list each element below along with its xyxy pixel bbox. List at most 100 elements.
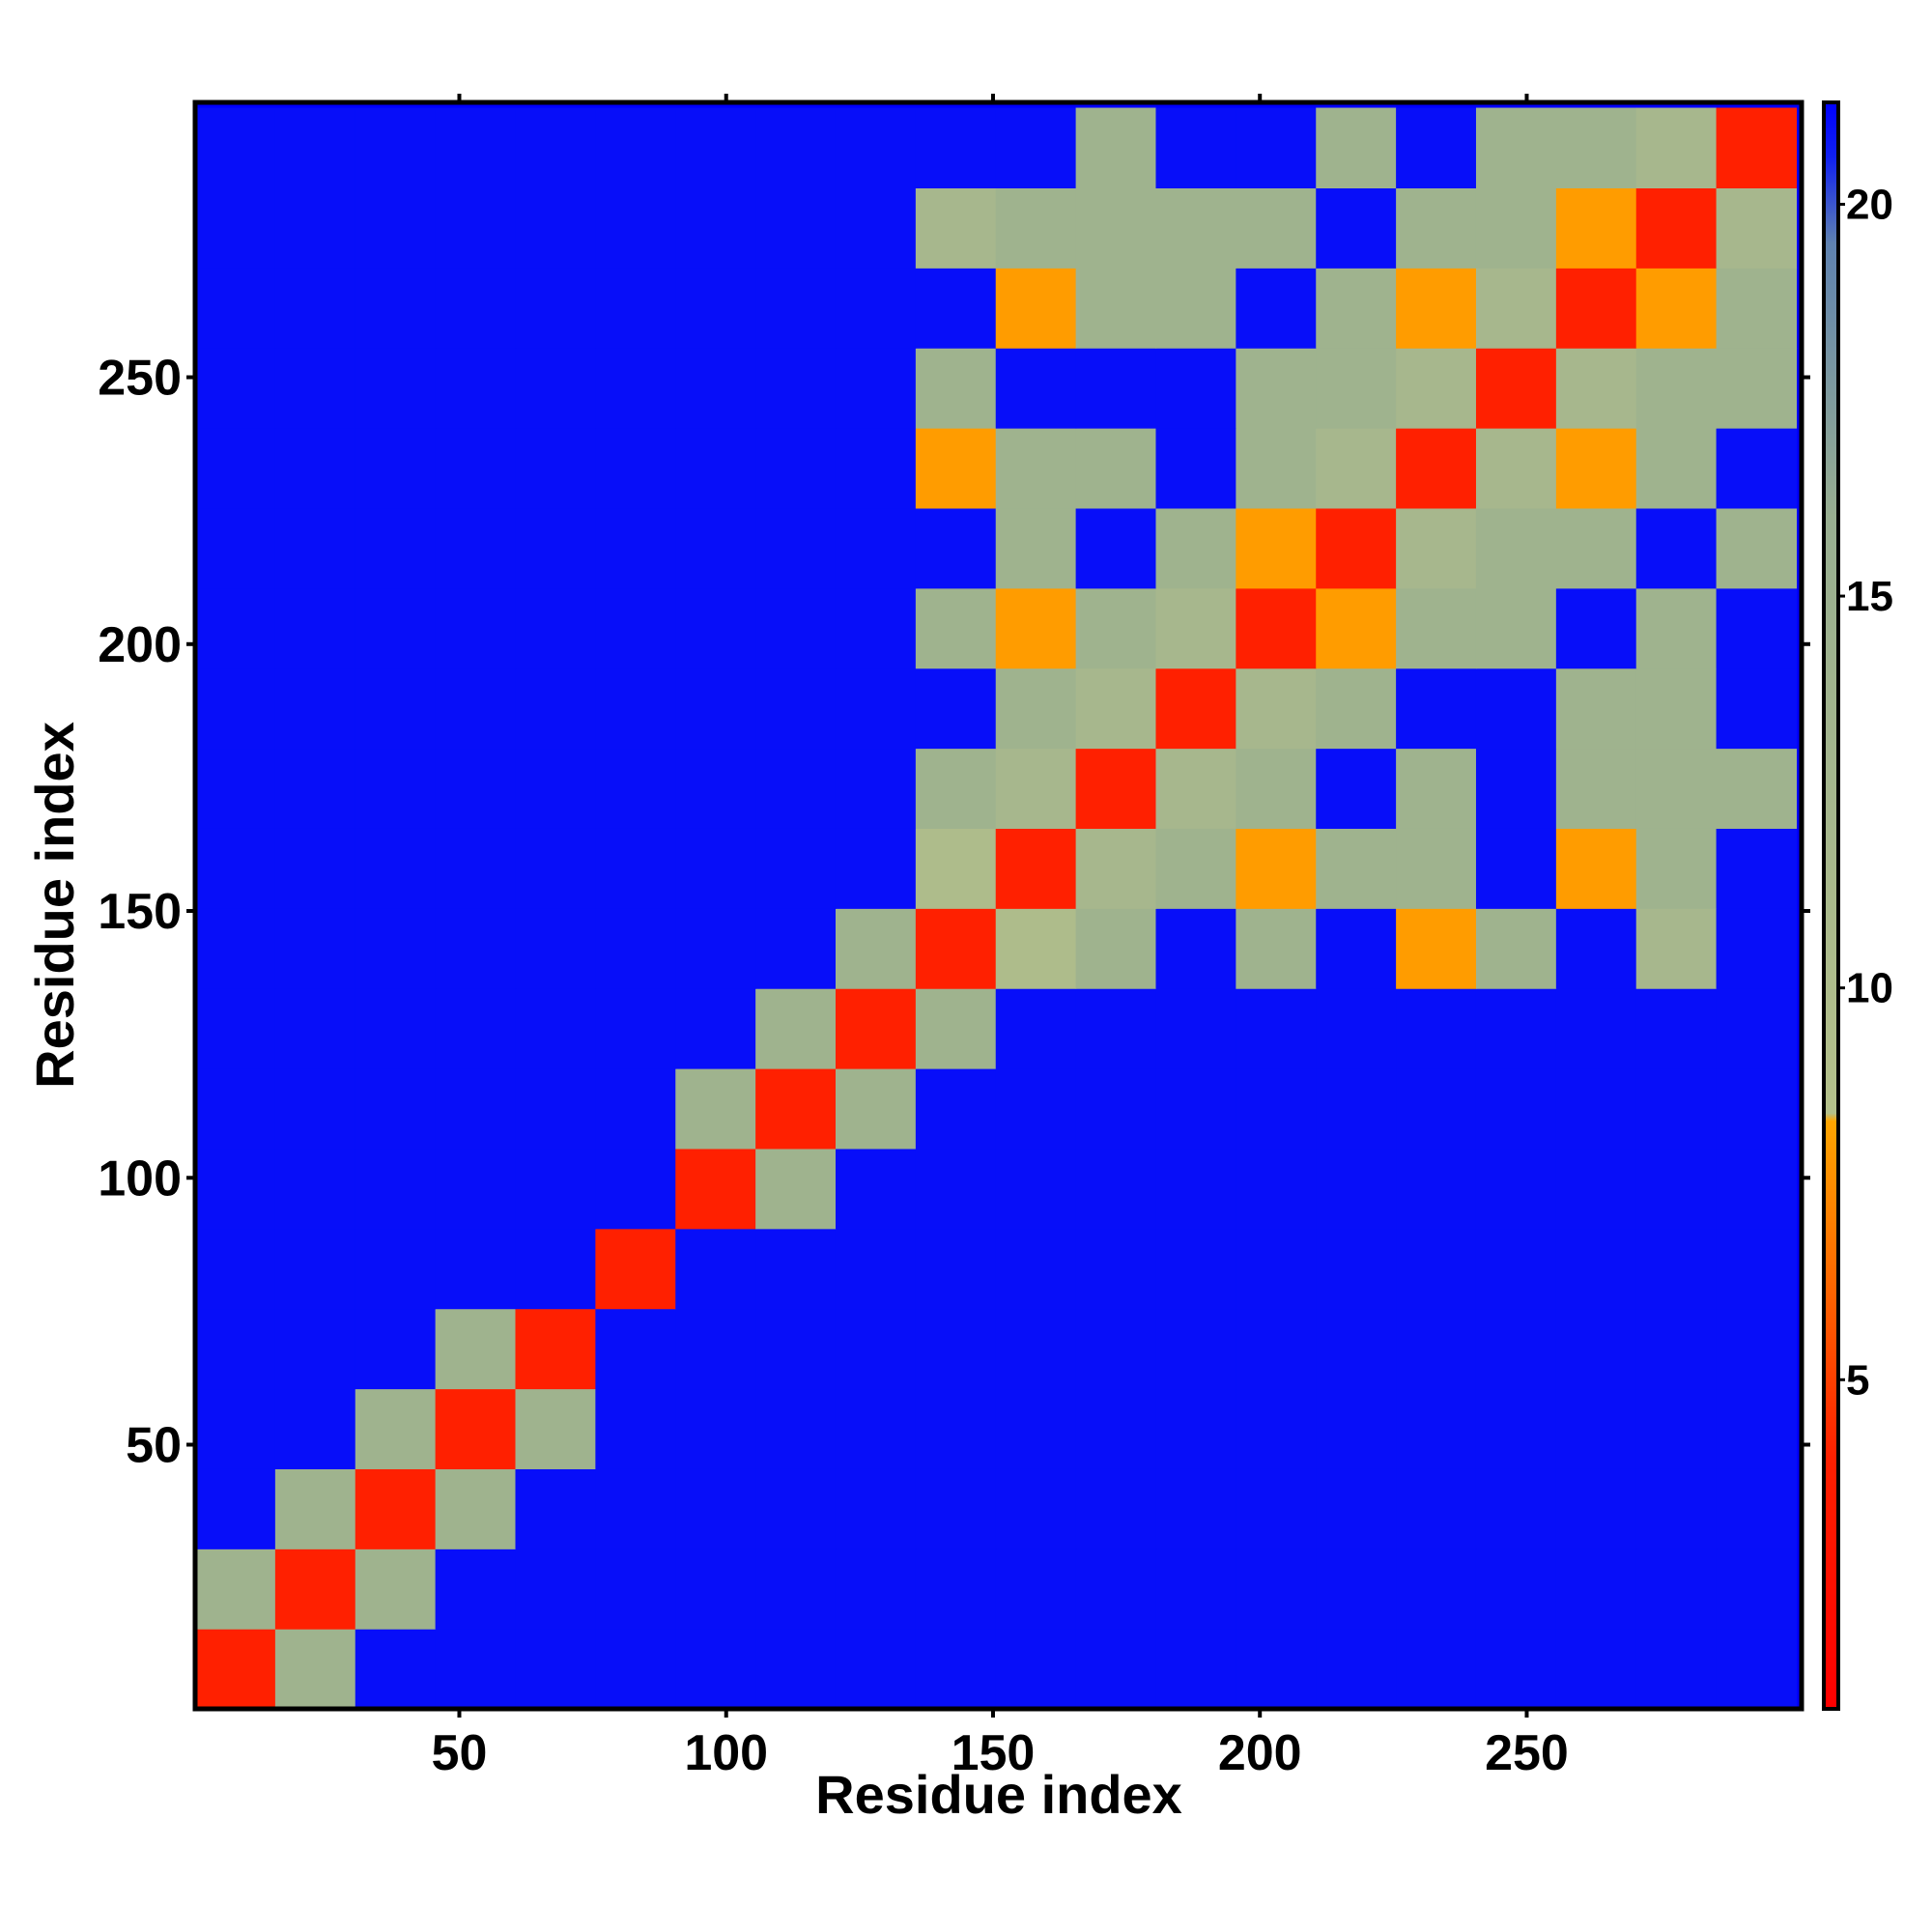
heatmap-cell (515, 1548, 596, 1630)
heatmap-cell (1075, 1548, 1157, 1630)
heatmap-cell (1075, 1629, 1157, 1710)
heatmap-cell (1396, 107, 1477, 188)
heatmap-cell (1475, 1308, 1557, 1390)
heatmap-cell (195, 988, 276, 1069)
heatmap-cell (755, 187, 837, 269)
heatmap-cell (1555, 507, 1637, 589)
axes: 50 100 150 200 250 50 100 150 200 250 5 10 15 20 (98, 94, 1893, 1781)
heatmap-cell (675, 748, 756, 829)
heatmap-cell (435, 187, 517, 269)
heatmap-cell (995, 268, 1077, 349)
heatmap-cell (1236, 1548, 1317, 1630)
heatmap-cell (274, 1068, 356, 1150)
heatmap-cell (755, 668, 837, 750)
heatmap-cell (274, 107, 356, 188)
heatmap-cell (355, 107, 437, 188)
heatmap-cell (835, 1308, 917, 1390)
heatmap-cell (675, 1068, 756, 1150)
heatmap-cell (1236, 748, 1317, 829)
heatmap-cell (755, 1308, 837, 1390)
heatmap-cell (1716, 1468, 1798, 1549)
heatmap-cell (755, 908, 837, 989)
heatmap-cell (435, 988, 517, 1069)
heatmap-cell (195, 107, 276, 188)
heatmap-cell (274, 668, 356, 750)
heatmap-cell (1635, 1629, 1718, 1710)
heatmap-cell (1635, 348, 1718, 429)
heatmap-cell (835, 1068, 917, 1150)
y-tick-label: 50 (126, 1418, 182, 1474)
heatmap-cell (515, 668, 596, 750)
heatmap-cell (1316, 1308, 1397, 1390)
heatmap-cell (1716, 348, 1798, 429)
heatmap-cell (1555, 107, 1637, 188)
heatmap-cell (515, 348, 596, 429)
heatmap-cell (1635, 1388, 1718, 1469)
heatmap-cell (1155, 1548, 1236, 1630)
heatmap-cell (755, 348, 837, 429)
heatmap-cell (835, 268, 917, 349)
heatmap-cell (1316, 1548, 1397, 1630)
heatmap-cell (915, 1388, 997, 1469)
x-axis-title: Residue index (815, 1764, 1182, 1825)
heatmap-cell (1155, 507, 1236, 589)
heatmap-cell (595, 1068, 676, 1150)
heatmap-cell (1396, 587, 1477, 669)
heatmap-cell (995, 507, 1077, 589)
heatmap-cell (1155, 1388, 1236, 1469)
heatmap-cell (355, 908, 437, 989)
heatmap-cell (675, 587, 756, 669)
heatmap-cell (274, 348, 356, 429)
heatmap-cell (1396, 507, 1477, 589)
heatmap-cell (835, 1388, 917, 1469)
heatmap-cell (435, 428, 517, 509)
heatmap-cell (755, 1228, 837, 1310)
heatmap-cell (595, 507, 676, 589)
heatmap-cell (1155, 107, 1236, 188)
heatmap-cell (595, 187, 676, 269)
heatmap-cell (274, 187, 356, 269)
heatmap-cell (675, 1548, 756, 1630)
heatmap-cell (675, 428, 756, 509)
heatmap-cell (835, 348, 917, 429)
heatmap-cell (1075, 348, 1157, 429)
heatmap-cell (355, 668, 437, 750)
heatmap-cell (355, 1228, 437, 1310)
heatmap-cell (1475, 1148, 1557, 1230)
heatmap-cell (1716, 268, 1798, 349)
heatmap-cell (1236, 348, 1317, 429)
heatmap-cell (435, 268, 517, 349)
x-tick-label: 250 (1485, 1725, 1569, 1781)
heatmap-cell (595, 1548, 676, 1630)
heatmap-cell (675, 1228, 756, 1310)
heatmap-cell (1316, 1468, 1397, 1549)
heatmap-cell (595, 1388, 676, 1469)
heatmap-cell (1716, 1068, 1798, 1150)
heatmap-cell (1555, 1228, 1637, 1310)
heatmap-cell (1236, 1228, 1317, 1310)
heatmap-cell (515, 1228, 596, 1310)
heatmap-cell (915, 908, 997, 989)
heatmap-cell (1475, 1228, 1557, 1310)
heatmap-cell (435, 1148, 517, 1230)
heatmap-cell (355, 1068, 437, 1150)
heatmap-cell (915, 1228, 997, 1310)
heatmap-cell (1396, 748, 1477, 829)
heatmap-cell (915, 1148, 997, 1230)
heatmap-cell (195, 1308, 276, 1390)
heatmap-cell (595, 828, 676, 909)
heatmap-cell (435, 668, 517, 750)
heatmap-cell (355, 268, 437, 349)
heatmap-cell (835, 988, 917, 1069)
heatmap-cell (1316, 1629, 1397, 1710)
heatmap-cell (1555, 1388, 1637, 1469)
heatmap-cell (195, 908, 276, 989)
heatmap-cell (355, 1629, 437, 1710)
heatmap-cell (355, 1548, 437, 1630)
heatmap-cell (515, 828, 596, 909)
heatmap-cell (675, 668, 756, 750)
heatmap-cell (915, 507, 997, 589)
heatmap-cell (195, 1068, 276, 1150)
heatmap-cell (1475, 988, 1557, 1069)
heatmap-cell (755, 1548, 837, 1630)
